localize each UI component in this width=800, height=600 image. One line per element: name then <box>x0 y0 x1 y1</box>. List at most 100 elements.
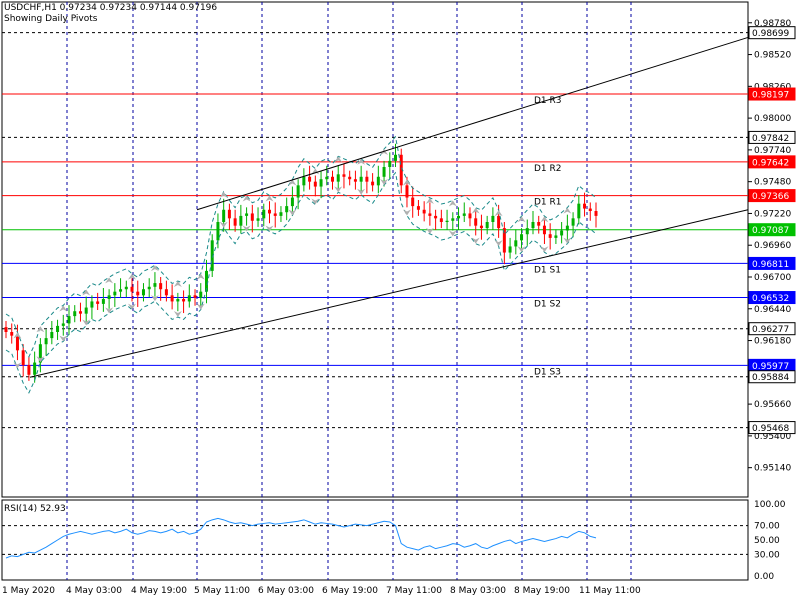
fractal-up-marker <box>242 195 251 202</box>
price-level-tag <box>748 130 796 144</box>
fractal-down-marker <box>357 188 366 195</box>
candle-body <box>61 323 65 326</box>
candle-body <box>182 299 186 302</box>
candle-body <box>199 291 203 298</box>
fractal-down-marker <box>36 356 45 363</box>
candle-body <box>525 228 529 235</box>
candle-body <box>96 301 100 304</box>
candle-body <box>445 220 449 222</box>
fractal-up-marker <box>105 277 114 284</box>
candle-body <box>273 213 277 216</box>
price-level-value: 0.97642 <box>752 158 789 168</box>
candle-body <box>90 301 94 308</box>
x-tick-label: 8 May 19:00 <box>514 586 570 596</box>
pivot-name-label: D1 R3 <box>534 96 562 106</box>
candle-body <box>565 225 569 231</box>
rsi-y-tick-label: 0.00 <box>754 572 774 582</box>
candle-body <box>153 283 157 287</box>
candle-body <box>422 209 426 214</box>
candle-body <box>141 289 145 296</box>
candle-body <box>451 218 455 221</box>
candle-body <box>239 215 243 226</box>
fractal-up-marker <box>128 273 137 280</box>
candle-body <box>222 209 226 222</box>
fractal-up-marker <box>196 273 205 280</box>
candle-body <box>508 246 512 253</box>
fractal-up-marker <box>448 200 457 207</box>
fractal-up-marker <box>59 305 68 312</box>
candle-body <box>531 222 535 229</box>
candle-body <box>193 295 197 298</box>
candle-body <box>502 228 506 253</box>
candle-body <box>227 209 231 219</box>
pivot-name-label: D1 R1 <box>534 198 562 208</box>
x-tick-label: 6 May 03:00 <box>258 586 314 596</box>
candle-body <box>279 212 283 216</box>
fractal-down-marker <box>59 335 68 342</box>
fractal-down-marker <box>311 198 320 205</box>
y-tick-label: 0.98780 <box>754 19 791 29</box>
y-tick-label: 0.98260 <box>754 82 791 92</box>
price-level-value: 0.96811 <box>752 260 789 270</box>
candle-body <box>560 230 564 236</box>
candle-body <box>296 185 300 198</box>
fractal-down-marker <box>288 209 297 216</box>
candle-body <box>359 176 363 182</box>
pivot-name-label: D1 S1 <box>534 265 561 275</box>
fractal-down-marker <box>334 186 343 193</box>
candle-body <box>15 335 19 351</box>
fractal-down-marker <box>380 179 389 185</box>
candle-body <box>50 332 54 339</box>
price-level-tag <box>748 26 796 40</box>
pivots-header: Showing Daily Pivots <box>4 14 98 24</box>
candle-body <box>308 176 312 182</box>
candle-body <box>124 286 128 290</box>
candle-body <box>594 211 598 216</box>
candle-body <box>101 299 105 304</box>
fractal-down-marker <box>13 362 22 369</box>
candle-body <box>457 215 461 219</box>
pivot-name-label: D1 R2 <box>534 164 562 174</box>
x-tick-label: 6 May 19:00 <box>322 586 378 596</box>
fractal-down-marker <box>150 295 159 302</box>
candle-body <box>434 215 438 219</box>
fractal-down-marker <box>219 221 228 228</box>
candle-body <box>588 208 592 211</box>
y-tick-label: 0.95140 <box>754 464 791 474</box>
candle-body <box>10 332 14 336</box>
candle-body <box>376 176 380 186</box>
candle-body <box>250 213 254 221</box>
price-level-value: 0.97366 <box>752 192 789 202</box>
fractal-down-marker <box>196 303 205 310</box>
candle-body <box>38 344 42 363</box>
x-tick-label: 11 May 11:00 <box>579 586 641 596</box>
y-tick-label: 0.97480 <box>754 178 791 188</box>
fractal-up-marker <box>540 216 549 223</box>
candle-body <box>411 197 415 207</box>
candle-body <box>119 289 123 292</box>
symbol-header: USDCHF,H1 0.97234 0.97234 0.97144 0.9719… <box>4 3 218 13</box>
price-level-value: 0.95884 <box>752 373 789 383</box>
candle-body <box>571 218 575 226</box>
fractal-up-marker <box>36 326 45 333</box>
y-tick-label: 0.96440 <box>754 305 791 315</box>
candle-body <box>67 316 71 324</box>
fractal-up-marker <box>517 216 526 223</box>
main-plot-frame <box>1 1 749 498</box>
candle-body <box>331 176 335 182</box>
fractal-down-marker <box>265 225 274 232</box>
y-tick-label: 0.95660 <box>754 400 791 410</box>
candle-body <box>147 286 151 290</box>
fractal-up-marker <box>402 179 411 186</box>
candle-body <box>73 311 77 317</box>
candle-body <box>290 197 294 207</box>
fractal-up-marker <box>173 281 182 287</box>
candle-body <box>210 240 214 271</box>
y-tick-label: 0.96700 <box>754 273 791 283</box>
price-level-value: 0.98699 <box>752 29 789 39</box>
candle-body <box>416 206 420 210</box>
fractal-up-marker <box>150 265 159 272</box>
candle-body <box>204 270 208 292</box>
fractal-up-marker <box>563 207 572 214</box>
